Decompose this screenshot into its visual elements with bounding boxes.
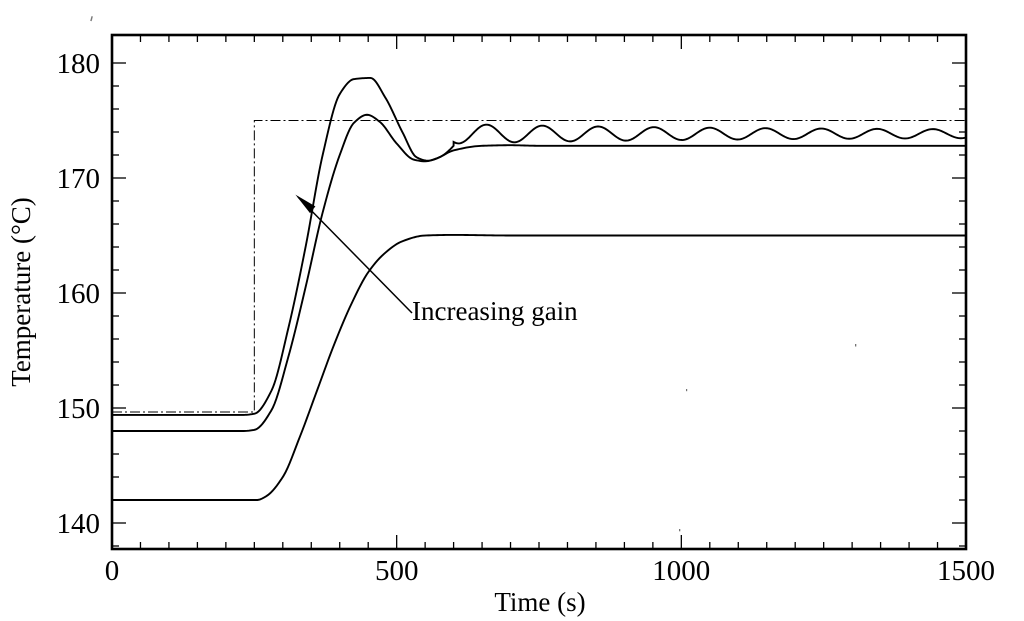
svg-text:140: 140: [57, 508, 101, 540]
svg-text:160: 160: [57, 278, 101, 310]
svg-text:150: 150: [57, 393, 101, 425]
svg-text:Increasing gain: Increasing gain: [412, 296, 578, 326]
svg-text:1500: 1500: [937, 555, 995, 587]
svg-text:500: 500: [375, 555, 419, 587]
svg-text:0: 0: [105, 555, 120, 587]
svg-text:180: 180: [57, 48, 101, 80]
svg-text:170: 170: [57, 163, 101, 195]
svg-text:Temperature (°C): Temperature (°C): [6, 197, 36, 387]
svg-text:1000: 1000: [652, 555, 710, 587]
svg-text:Time (s): Time (s): [494, 587, 585, 617]
